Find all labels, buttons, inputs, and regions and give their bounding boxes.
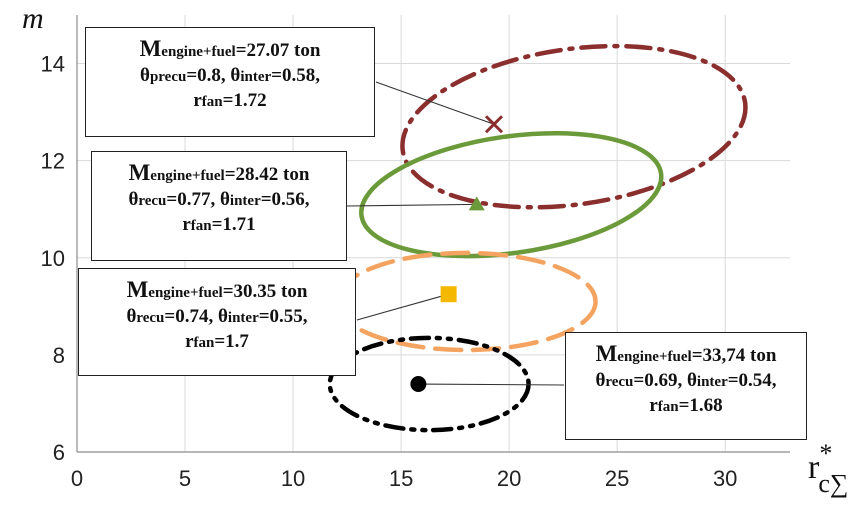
annotation-box-3: Mengine+fuel=30.35 ton θrecu=0.74, θinte… (78, 268, 356, 376)
region-ellipse (327, 335, 531, 433)
annotation-2-mass: Mengine+fuel=28.42 ton (128, 160, 310, 185)
y-tick-label: 14 (41, 52, 65, 77)
annotation-4-mass: Mengine+fuel=33,74 ton (595, 341, 777, 366)
annotation-4-theta: θrecu=0.69, θinter=0.54, (595, 369, 777, 391)
leader-lines (346, 81, 565, 386)
x-tick-label: 15 (389, 466, 413, 491)
annotation-1-rfan: rfan=1.72 (193, 89, 267, 111)
region-ellipse (400, 43, 748, 210)
square-marker (440, 286, 457, 303)
y-tick-label: 8 (53, 343, 65, 368)
y-tick-label: 6 (53, 440, 65, 465)
annotation-box-1: Mengine+fuel=27.07 ton θprecu=0.8, θinte… (85, 27, 375, 137)
leader-line (346, 203, 477, 207)
y-tick-label: 10 (41, 246, 65, 271)
x-tick-label: 30 (713, 466, 737, 491)
x-axis-label-sub: c∑ (818, 469, 848, 498)
annotation-3-rfan: rfan=1.7 (185, 330, 249, 352)
annotation-box-4: Mengine+fuel=33,74 ton θrecu=0.69, θinte… (565, 332, 807, 440)
x-axis-label: r* c∑ (808, 439, 848, 498)
annotation-1-theta: θprecu=0.8, θinter=0.58, (140, 64, 320, 86)
x-axis-label-sup: * (819, 439, 832, 468)
x-axis-label-main: r (808, 449, 820, 486)
x-tick-label: 20 (497, 466, 521, 491)
tick-labels: 0 5 10 15 20 25 30 6 8 10 12 14 (41, 52, 738, 491)
x-tick-label: 0 (71, 466, 83, 491)
x-tick-label: 25 (605, 466, 629, 491)
annotation-3-mass: Mengine+fuel=30.35 ton (126, 277, 308, 302)
x-tick-label: 5 (179, 466, 191, 491)
x-marker (484, 115, 504, 134)
region-ellipse (334, 250, 598, 353)
leader-line (356, 293, 449, 321)
region-ellipse (359, 130, 664, 259)
annotation-2-theta: θrecu=0.77, θinter=0.56, (128, 188, 310, 210)
annotation-4-rfan: rfan=1.68 (649, 394, 723, 416)
circle-marker (410, 376, 427, 393)
leader-line (375, 81, 495, 125)
y-tick-label: 12 (41, 149, 65, 174)
annotation-3-theta: θrecu=0.74, θinter=0.55, (126, 305, 308, 327)
x-tick-label: 10 (281, 466, 305, 491)
annotation-box-2: Mengine+fuel=28.42 ton θrecu=0.77, θinte… (91, 151, 347, 261)
triangle-marker (468, 196, 485, 211)
leader-line (418, 383, 565, 386)
feasible-regions (327, 43, 748, 433)
y-axis-label: m (22, 2, 44, 35)
annotation-1-mass: Mengine+fuel=27.07 ton (139, 36, 321, 61)
data-points (410, 115, 504, 393)
annotation-2-rfan: rfan=1.71 (182, 213, 256, 235)
